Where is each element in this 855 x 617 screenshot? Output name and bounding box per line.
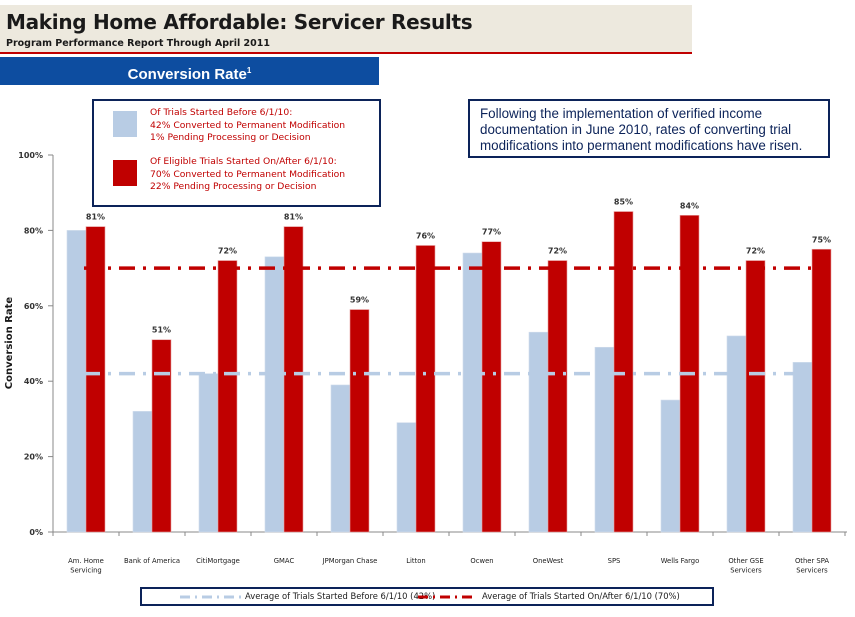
y-axis-title: Conversion Rate [4, 297, 15, 390]
x-category-label: Am. Home [68, 557, 104, 565]
bar-before [66, 230, 87, 533]
bar-after [85, 226, 106, 533]
bar-before [726, 335, 747, 533]
data-label: 75% [812, 235, 831, 244]
data-label: 76% [416, 231, 435, 240]
y-tick-label: 80% [24, 226, 43, 235]
data-label: 77% [482, 228, 501, 237]
y-tick-label: 0% [29, 528, 43, 537]
y-tick-label: 100% [18, 151, 43, 160]
footnote-marker: 1 [246, 66, 252, 75]
bar-before [198, 373, 219, 533]
x-category-label: Servicing [70, 567, 101, 575]
data-label: 81% [86, 213, 105, 222]
data-label: 81% [284, 213, 303, 222]
bar-after [283, 226, 304, 533]
bar-after [547, 260, 568, 533]
legend-before-heading: Of Trials Started Before 6/1/10: [150, 107, 293, 118]
x-category-label: CitiMortgage [196, 557, 240, 565]
x-category-label: SPS [608, 557, 621, 565]
bar-before [264, 256, 285, 533]
data-label: 51% [152, 326, 171, 335]
header-band: Making Home Affordable: Servicer Results… [0, 5, 692, 54]
x-category-label: Wells Fargo [661, 557, 700, 565]
legend-after-line2: 22% Pending Processing or Decision [150, 181, 317, 192]
bar-before [132, 411, 153, 533]
section-banner: Conversion Rate1 [0, 57, 379, 85]
y-tick-label: 60% [24, 302, 43, 311]
bar-after [613, 211, 634, 533]
data-label: 59% [350, 296, 369, 305]
bar-before [462, 252, 483, 533]
series-legend: Of Trials Started Before 6/1/10: 42% Con… [92, 99, 381, 207]
legend-line-before-label: Average of Trials Started Before 6/1/10 … [245, 591, 436, 601]
legend-before-line2: 1% Pending Processing or Decision [150, 132, 311, 143]
y-tick-label: 40% [24, 377, 43, 386]
legend-entry-before: Of Trials Started Before 6/1/10: 42% Con… [150, 107, 345, 145]
bar-after [217, 260, 238, 533]
page-title: Making Home Affordable: Servicer Results [6, 10, 473, 34]
bar-before [396, 422, 417, 533]
bar-after [151, 339, 172, 533]
bar-after [811, 248, 832, 533]
reference-line-legend: Average of Trials Started Before 6/1/10 … [140, 587, 714, 606]
bar-before [528, 331, 549, 533]
legend-swatch-after [113, 160, 137, 186]
bar-after [481, 241, 502, 533]
bar-before [330, 384, 351, 533]
x-category-label: Bank of America [124, 557, 180, 565]
banner-title: Conversion Rate [127, 66, 247, 83]
legend-entry-after: Of Eligible Trials Started On/After 6/1/… [150, 156, 345, 194]
page-subtitle: Program Performance Report Through April… [6, 38, 270, 49]
legend-after-heading: Of Eligible Trials Started On/After 6/1/… [150, 156, 337, 167]
x-category-label: Servicers [730, 567, 762, 575]
annotation-note: Following the implementation of verified… [468, 99, 830, 158]
x-category-label: OneWest [533, 557, 564, 565]
legend-before-line1: 42% Converted to Permanent Modification [150, 119, 346, 131]
bar-before [792, 362, 813, 533]
data-label: 84% [680, 201, 699, 210]
y-tick-label: 20% [24, 453, 43, 462]
data-label: 72% [548, 247, 567, 256]
x-category-label: JPMorgan Chase [322, 557, 378, 565]
x-category-label: Litton [406, 557, 425, 565]
x-category-label: Ocwen [470, 557, 493, 565]
bar-before [660, 399, 681, 533]
data-label: 85% [614, 198, 633, 207]
bar-after [415, 245, 436, 533]
legend-after-line1: 70% Converted to Permanent Modification [150, 168, 346, 180]
legend-swatch-before [113, 111, 137, 137]
x-category-label: GMAC [274, 557, 295, 565]
x-category-label: Servicers [796, 567, 828, 575]
legend-line-after-label: Average of Trials Started On/After 6/1/1… [482, 591, 680, 601]
bar-after [745, 260, 766, 533]
legend-line-after-icon [418, 595, 476, 599]
legend-line-before-icon [180, 595, 244, 599]
x-category-label: Other SPA [795, 557, 829, 565]
x-category-label: Other GSE [728, 557, 763, 565]
data-label: 72% [218, 247, 237, 256]
data-label: 72% [746, 247, 765, 256]
bar-after [349, 309, 370, 533]
